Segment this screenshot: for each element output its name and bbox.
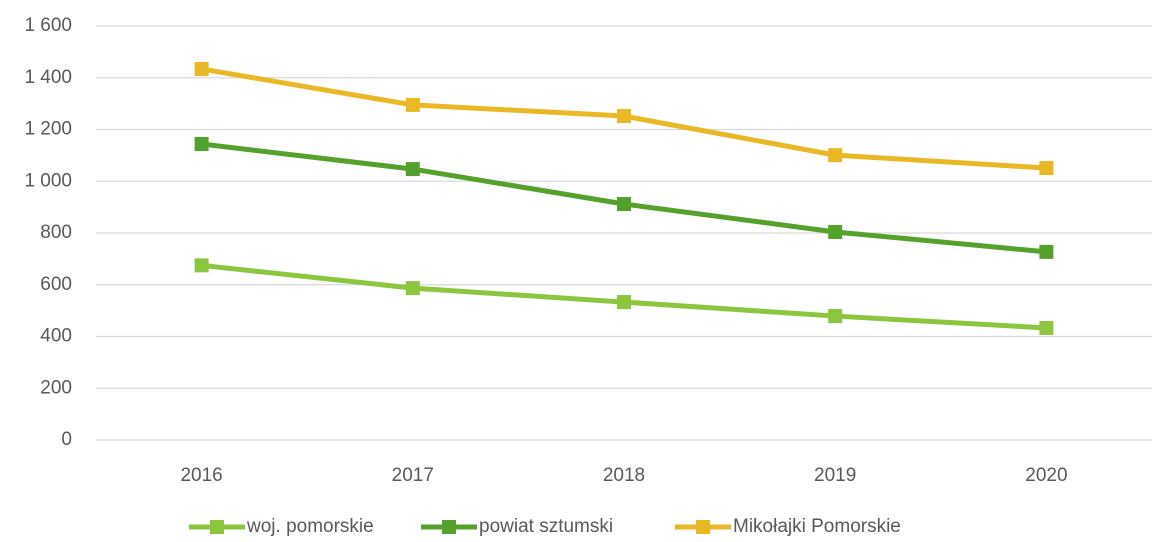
point-marker [405, 97, 420, 112]
y-tick-label: 600 [40, 274, 72, 295]
y-tick-label: 1 200 [24, 119, 72, 140]
point-marker [1039, 161, 1054, 176]
y-tick-label: 1 000 [24, 170, 72, 191]
legend-label: woj. pomorskie [246, 516, 374, 537]
x-tick-label: 2016 [180, 465, 222, 486]
y-tick-label: 400 [40, 326, 72, 347]
y-tick-label: 800 [40, 222, 72, 243]
point-marker [617, 197, 631, 212]
legend-swatch-marker [696, 520, 710, 534]
point-marker [828, 148, 843, 163]
y-tick-label: 1 400 [24, 67, 72, 88]
point-marker [194, 258, 209, 273]
point-marker [194, 61, 209, 76]
legend-label: Mikołajki Pomorskie [733, 516, 901, 537]
x-tick-label: 2017 [392, 465, 434, 486]
point-marker [194, 136, 209, 151]
x-tick-label: 2019 [814, 465, 856, 486]
y-tick-label: 1 600 [24, 15, 72, 36]
point-marker [1039, 320, 1054, 335]
point-marker [828, 224, 843, 239]
x-tick-label: 2020 [1025, 465, 1067, 486]
x-tick-label: 2018 [603, 465, 645, 486]
legend-swatch-marker [210, 520, 224, 534]
point-marker [617, 109, 631, 124]
legend-label: powiat sztumski [479, 516, 613, 537]
point-marker [405, 162, 420, 177]
point-marker [617, 295, 631, 310]
legend-swatch-marker [442, 520, 456, 534]
point-marker [828, 309, 843, 324]
point-marker [405, 281, 420, 296]
y-tick-label: 200 [40, 377, 72, 398]
point-marker [1039, 244, 1054, 259]
y-tick-label: 0 [61, 429, 72, 450]
